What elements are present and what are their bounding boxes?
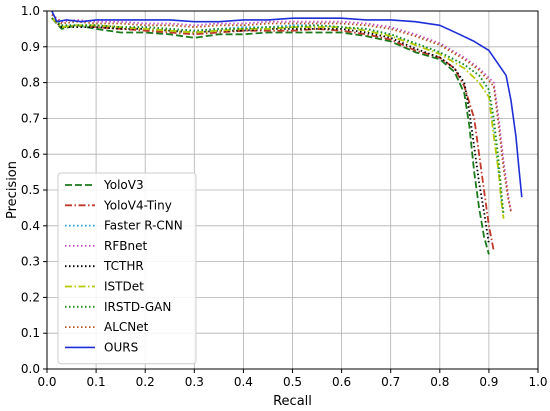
legend-label-yolov3: YoloV3 — [103, 178, 144, 192]
series-layer — [51, 10, 523, 255]
x-axis-ticks: 0.0 0.1 0.2 0.3 0.4 0.5 0.6 0.7 0.8 0.9 1.0 — [37, 369, 548, 389]
y-tick-label: 0.4 — [21, 219, 40, 233]
series-line-rfbnet — [51, 13, 512, 212]
x-tick-label: 0.5 — [283, 375, 302, 389]
x-tick-label: 0.9 — [479, 375, 498, 389]
x-tick-label: 0.6 — [332, 375, 351, 389]
x-axis-label: Recall — [273, 394, 312, 409]
series-line-ours — [51, 10, 523, 198]
y-tick-label: 0.5 — [21, 183, 40, 197]
y-tick-label: 0.3 — [21, 255, 40, 269]
legend-label-irstd-gan: IRSTD-GAN — [104, 300, 171, 314]
y-tick-label: 1.0 — [21, 4, 40, 18]
x-tick-label: 0.7 — [381, 375, 400, 389]
legend-label-yolov4-tiny: YoloV4-Tiny — [103, 198, 172, 212]
y-tick-label: 0.6 — [21, 147, 40, 161]
x-tick-label: 0.4 — [234, 375, 253, 389]
x-tick-label: 1.0 — [528, 375, 547, 389]
y-tick-label: 0.8 — [21, 76, 40, 90]
legend-label-rfbnet: RFBnet — [104, 239, 147, 253]
legend: YoloV3 YoloV4-Tiny Faster R-CNN RFBnet TCTHR… — [57, 172, 197, 365]
y-tick-label: 0.0 — [21, 362, 40, 376]
y-tick-label: 0.9 — [21, 40, 40, 54]
legend-label-istdet: ISTDet — [104, 280, 144, 294]
y-tick-label: 0.7 — [21, 111, 40, 125]
series-line-istdet — [51, 17, 505, 219]
legend-label-tcthr: TCTHR — [103, 259, 144, 273]
y-tick-label: 0.2 — [21, 290, 40, 304]
series-line-tcthr — [51, 17, 490, 244]
legend-label-ours: OURS — [104, 340, 138, 354]
x-tick-label: 0.3 — [185, 375, 204, 389]
legend-box — [57, 172, 197, 365]
legend-label-alcnet: ALCNet — [104, 320, 149, 334]
y-tick-label: 0.1 — [21, 326, 40, 340]
y-axis-ticks: 0.0 0.1 0.2 0.3 0.4 0.5 0.6 0.7 0.8 0.9 1.0 — [21, 4, 47, 376]
x-tick-label: 0.0 — [37, 375, 56, 389]
x-tick-label: 0.8 — [430, 375, 449, 389]
x-tick-label: 0.2 — [136, 375, 155, 389]
legend-label-faster-r-cnn: Faster R-CNN — [104, 219, 183, 233]
x-tick-label: 0.1 — [87, 375, 106, 389]
y-axis-label: Precision — [5, 161, 20, 219]
series-line-alcnet — [51, 13, 512, 212]
series-line-yolov3 — [51, 17, 490, 255]
